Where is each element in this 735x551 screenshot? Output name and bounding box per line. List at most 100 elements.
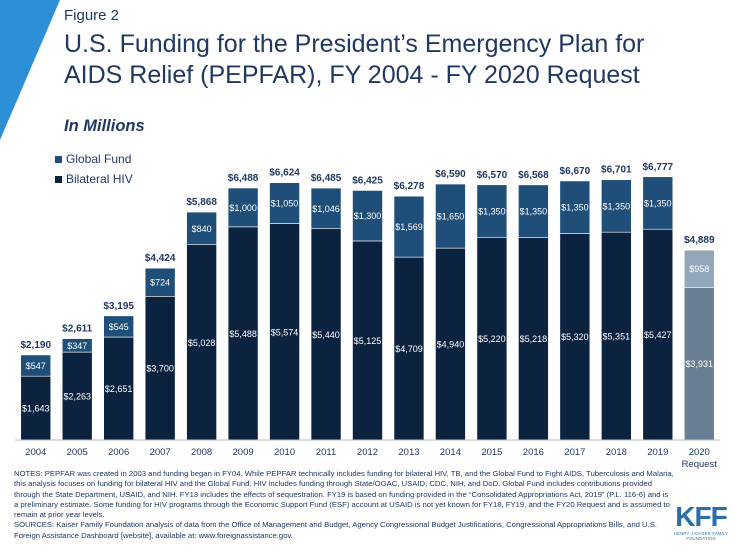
data-label-global-fund: $1,350 xyxy=(478,207,506,217)
total-label: $6,570 xyxy=(477,170,508,181)
total-label: $6,624 xyxy=(269,168,300,179)
x-tick-label: 2012 xyxy=(357,447,378,458)
x-tick-label: 2006 xyxy=(108,447,129,458)
data-label-global-fund: $1,000 xyxy=(229,203,257,213)
total-label: $2,611 xyxy=(62,324,92,335)
data-label-global-fund: $1,046 xyxy=(312,204,340,214)
data-label-global-fund: $1,650 xyxy=(437,212,465,222)
total-label: $6,670 xyxy=(560,166,591,177)
data-label-global-fund: $1,569 xyxy=(395,222,423,232)
notes-text: NOTES: PEPFAR was created in 2003 and fu… xyxy=(14,469,674,520)
x-tick-label: 2015 xyxy=(481,447,502,458)
data-label-global-fund: $1,350 xyxy=(603,201,631,211)
total-label: $5,868 xyxy=(186,197,217,208)
total-label: $6,590 xyxy=(435,169,466,180)
logo-mark: KFF xyxy=(675,501,727,532)
bar-global-fund xyxy=(227,187,259,228)
data-label-bilateral: $4,709 xyxy=(395,344,423,354)
kff-logo: KFF HENRY J KAISER FAMILY FOUNDATION xyxy=(672,501,730,542)
bar-bilateral-hiv xyxy=(269,223,300,441)
legend-swatch xyxy=(55,156,62,163)
x-tick-label: 2013 xyxy=(398,447,419,458)
x-tick-label: 2010 xyxy=(274,447,295,458)
x-tick-label: 2009 xyxy=(233,447,254,458)
x-tick-label: 2011 xyxy=(316,447,336,458)
bar-bilateral-hiv xyxy=(393,256,425,441)
bar-bilateral-hiv xyxy=(103,336,134,441)
bar-bilateral-hiv xyxy=(435,247,466,441)
data-label-bilateral: $2,651 xyxy=(105,384,133,394)
bar-bilateral-hiv xyxy=(61,351,93,441)
total-label: $4,424 xyxy=(145,253,176,264)
bar-global-fund xyxy=(186,211,217,246)
data-label-bilateral: $5,488 xyxy=(229,329,257,339)
total-label: $6,425 xyxy=(352,175,383,186)
bar-global-fund xyxy=(103,315,134,338)
x-tick-label: Request xyxy=(682,459,718,470)
total-label: $4,889 xyxy=(684,235,715,246)
data-label-bilateral: $5,574 xyxy=(271,327,299,337)
data-label-global-fund: $958 xyxy=(689,264,709,274)
bar-bilateral-hiv xyxy=(683,287,715,441)
data-label-global-fund: $545 xyxy=(109,322,129,332)
data-label-bilateral: $5,028 xyxy=(188,338,216,348)
x-tick-label: 2014 xyxy=(440,447,461,458)
stacked-bar-chart: Global Fund Bilateral HIV $1,643 $547 $2,190… xyxy=(15,152,720,470)
figure-label: Figure 2 xyxy=(64,7,120,24)
total-label: $3,195 xyxy=(103,301,134,312)
x-tick-label: 2008 xyxy=(191,447,212,458)
legend-label: Bilateral HIV xyxy=(66,172,133,186)
data-label-bilateral: $3,700 xyxy=(146,364,174,374)
data-label-bilateral: $3,931 xyxy=(685,359,713,369)
bar-bilateral-hiv xyxy=(559,233,591,441)
data-label-global-fund: $724 xyxy=(150,278,170,288)
x-tick-label: 2016 xyxy=(523,447,544,458)
bar-global-fund xyxy=(352,190,383,242)
total-label: $6,701 xyxy=(601,165,632,176)
data-label-global-fund: $1,350 xyxy=(644,198,672,208)
total-label: $6,278 xyxy=(394,181,425,192)
bar-bilateral-hiv xyxy=(518,237,549,441)
data-label-bilateral: $5,220 xyxy=(478,334,506,344)
bar-global-fund xyxy=(269,182,300,224)
x-tick-label: 2017 xyxy=(564,447,585,458)
bar-bilateral-hiv xyxy=(20,375,52,441)
data-label-bilateral: $5,218 xyxy=(520,334,548,344)
chart-subtitle: In Millions xyxy=(64,117,145,135)
x-tick-label: 2020 xyxy=(689,447,710,458)
data-label-bilateral: $5,320 xyxy=(561,332,589,342)
data-label-global-fund: $1,300 xyxy=(354,211,382,221)
data-label-bilateral: $4,940 xyxy=(437,340,465,350)
bar-bilateral-hiv xyxy=(310,228,342,441)
x-tick-label: 2007 xyxy=(150,447,171,458)
bar-global-fund xyxy=(518,184,549,238)
data-label-global-fund: $1,350 xyxy=(520,207,548,217)
bar-global-fund xyxy=(144,267,176,297)
bar-global-fund xyxy=(601,179,632,233)
x-tick-label: 2019 xyxy=(647,447,668,458)
legend-label: Global Fund xyxy=(66,152,131,166)
data-label-global-fund: $347 xyxy=(67,341,87,351)
bar-bilateral-hiv xyxy=(144,295,176,441)
total-label: $6,485 xyxy=(311,173,342,184)
bar-global-fund xyxy=(393,195,425,258)
x-tick-label: 2004 xyxy=(25,447,46,458)
bar-global-fund xyxy=(559,180,591,234)
bar-bilateral-hiv xyxy=(352,240,383,441)
bar-global-fund xyxy=(683,249,715,288)
bar-global-fund xyxy=(61,338,93,353)
legend-swatch xyxy=(55,176,62,183)
logo-subtext: HENRY J KAISER FAMILY FOUNDATION xyxy=(673,531,729,541)
data-label-global-fund: $840 xyxy=(192,224,212,234)
bar-global-fund xyxy=(435,183,466,249)
data-label-bilateral: $1,643 xyxy=(22,404,50,414)
bar-global-fund xyxy=(20,354,52,377)
x-tick-label: 2018 xyxy=(606,447,627,458)
data-label-bilateral: $2,263 xyxy=(63,392,91,402)
data-label-global-fund: $1,050 xyxy=(271,199,299,209)
bar-bilateral-hiv xyxy=(476,236,508,441)
notes-block: NOTES: PEPFAR was created in 2003 and fu… xyxy=(14,469,674,541)
data-label-bilateral: $5,125 xyxy=(354,336,382,346)
chart-title: U.S. Funding for the President’s Emergen… xyxy=(64,30,645,89)
data-label-bilateral: $5,427 xyxy=(644,330,672,340)
